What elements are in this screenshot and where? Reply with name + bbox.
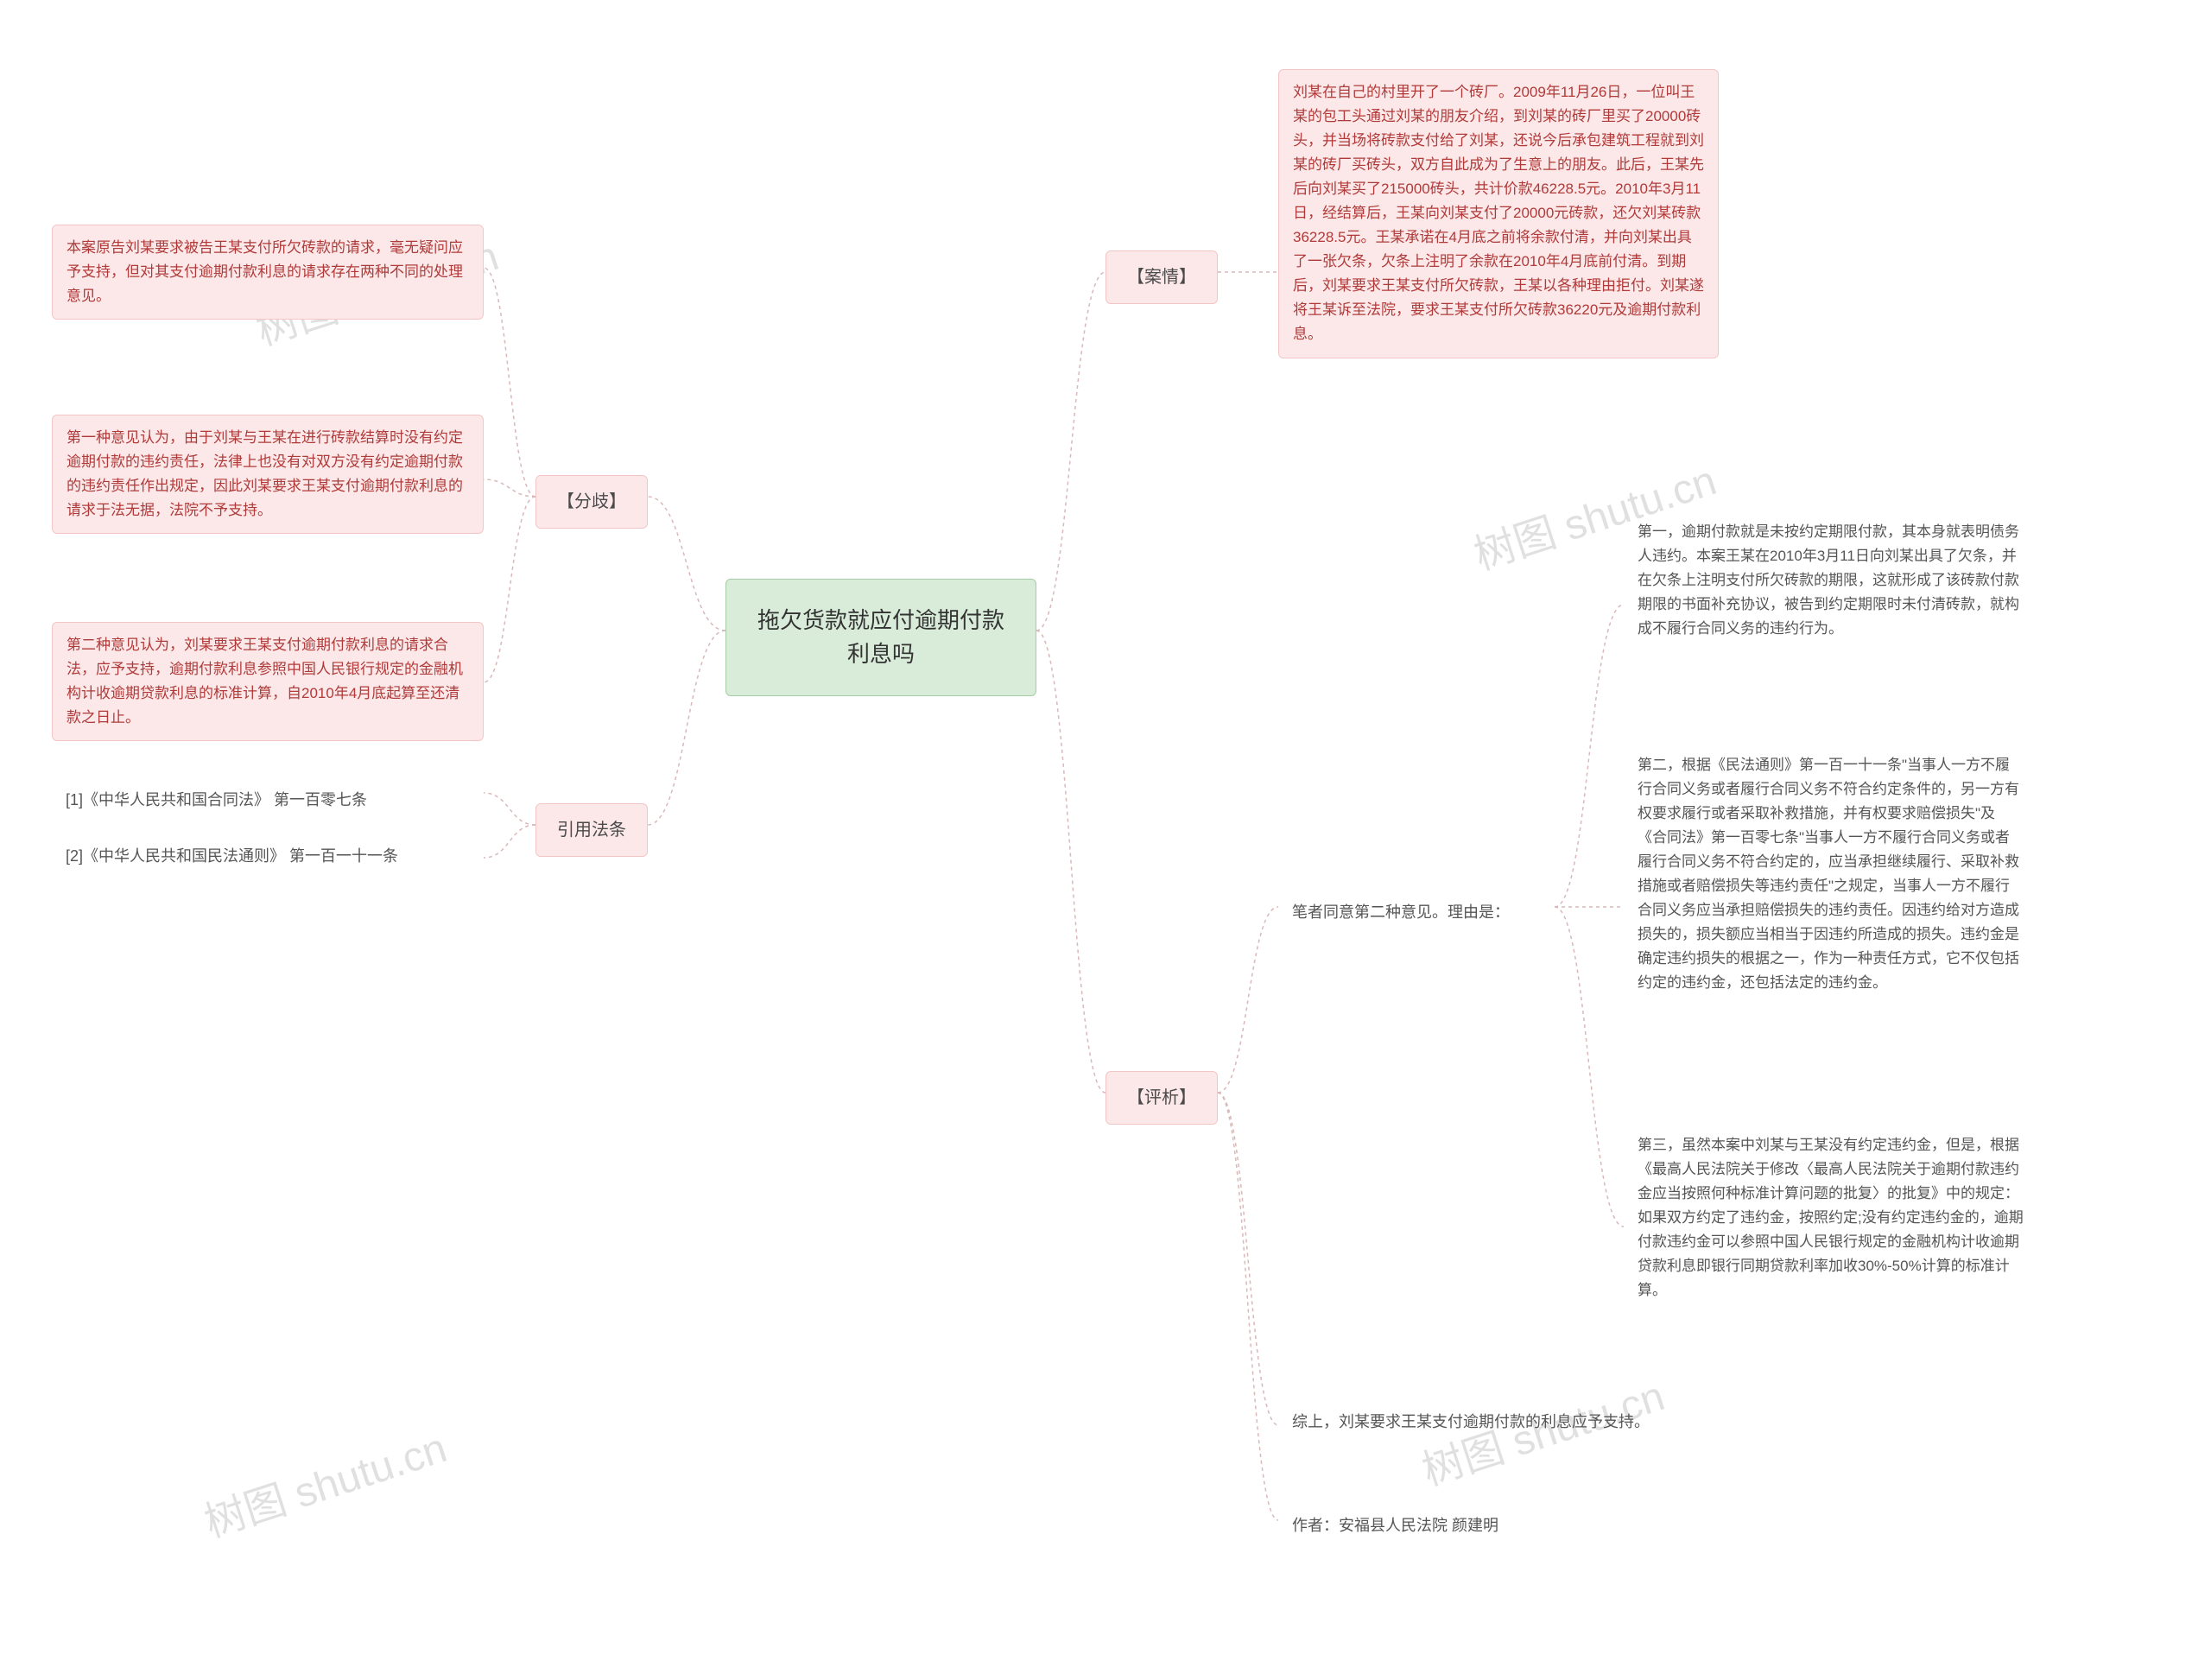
citation-2[interactable]: [2]《中华人民共和国民法通则》 第一百一十一条 [52,834,484,879]
citation-label[interactable]: 引用法条 [535,803,648,857]
agree-label[interactable]: 笔者同意第二种意见。理由是： [1278,890,1555,935]
reason-2[interactable]: 第二，根据《民法通则》第一百一十一条"当事人一方不履行合同义务或者履行合同义务不… [1624,743,2038,1005]
fenqi-label[interactable]: 【分歧】 [535,475,648,529]
center-line2: 利息吗 [756,637,1006,671]
center-line1: 拖欠货款就应付逾期付款 [756,604,1006,637]
watermark: 树图 shutu.cn [195,1414,453,1549]
citation-1[interactable]: [1]《中华人民共和国合同法》 第一百零七条 [52,777,484,823]
summary[interactable]: 综上，刘某要求王某支付逾期付款的利息应予支持。 [1278,1399,1710,1445]
fenqi-intro[interactable]: 本案原告刘某要求被告王某支付所欠砖款的请求，毫无疑问应予支持，但对其支付逾期付款… [52,225,484,320]
analysis-label[interactable]: 【评析】 [1106,1071,1218,1125]
reason-1[interactable]: 第一，逾期付款就是未按约定期限付款，其本身就表明债务人违约。本案王某在2010年… [1624,510,2038,651]
reason-3[interactable]: 第三，虽然本案中刘某与王某没有约定违约金，但是，根据《最高人民法院关于修改〈最高… [1624,1123,2038,1313]
fenqi-opinion-2[interactable]: 第二种意见认为，刘某要求王某支付逾期付款利息的请求合法，应予支持，逾期付款利息参… [52,622,484,741]
fenqi-opinion-1[interactable]: 第一种意见认为，由于刘某与王某在进行砖款结算时没有约定逾期付款的违约责任，法律上… [52,415,484,534]
case-text[interactable]: 刘某在自己的村里开了一个砖厂。2009年11月26日，一位叫王某的包工头通过刘某… [1278,69,1719,358]
center-topic[interactable]: 拖欠货款就应付逾期付款 利息吗 [725,579,1036,696]
mindmap-canvas: 树图 shutu.cn 树图 shutu.cn 树图 shutu.cn 树图 s… [0,0,2211,1680]
author[interactable]: 作者：安福县人民法院 颜建明 [1278,1503,1710,1549]
case-label[interactable]: 【案情】 [1106,250,1218,304]
